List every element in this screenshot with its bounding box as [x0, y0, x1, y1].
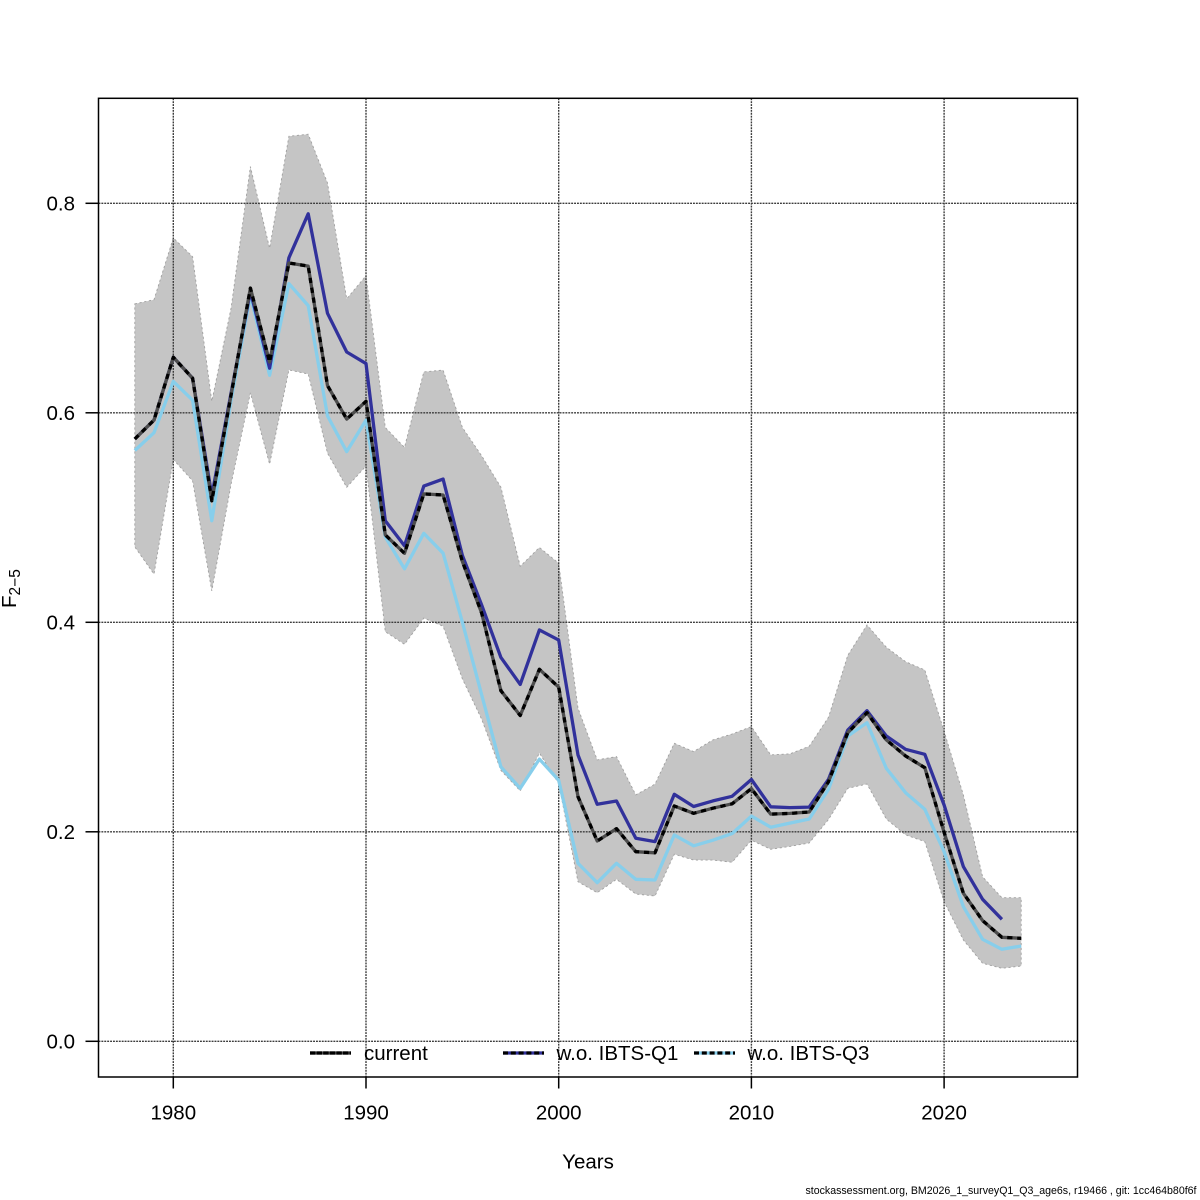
svg-text:Years: Years [562, 1151, 614, 1174]
svg-text:current: current [364, 1042, 428, 1065]
svg-text:2010: 2010 [729, 1102, 775, 1125]
svg-text:2020: 2020 [921, 1102, 967, 1125]
svg-text:0.2: 0.2 [47, 821, 76, 844]
svg-text:1980: 1980 [150, 1102, 196, 1125]
svg-text:0.8: 0.8 [47, 193, 76, 216]
svg-text:1990: 1990 [343, 1102, 389, 1125]
svg-text:0.0: 0.0 [47, 1031, 76, 1054]
svg-text:stockassessment.org, BM2026_1_: stockassessment.org, BM2026_1_surveyQ1_Q… [805, 1185, 1196, 1197]
svg-text:0.6: 0.6 [47, 402, 76, 425]
svg-text:0.4: 0.4 [47, 612, 76, 635]
svg-text:2000: 2000 [536, 1102, 582, 1125]
svg-text:w.o. IBTS-Q1: w.o. IBTS-Q1 [556, 1042, 679, 1065]
svg-text:w.o. IBTS-Q3: w.o. IBTS-Q3 [747, 1042, 870, 1065]
